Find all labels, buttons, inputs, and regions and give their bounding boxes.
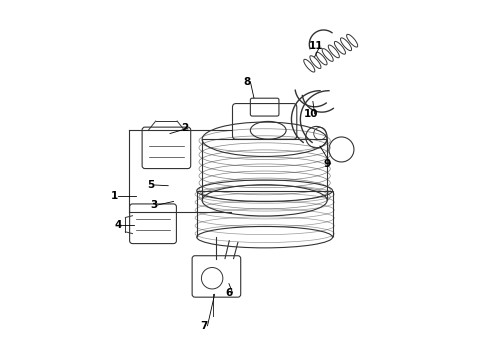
Text: 8: 8 [243, 77, 250, 87]
Text: 4: 4 [115, 220, 122, 230]
Text: 7: 7 [200, 321, 208, 331]
Text: 10: 10 [304, 109, 318, 119]
Text: 11: 11 [309, 41, 324, 51]
Text: 2: 2 [181, 123, 188, 133]
Text: 9: 9 [323, 159, 331, 169]
Text: 6: 6 [225, 288, 233, 297]
Text: 5: 5 [147, 180, 155, 190]
Text: 1: 1 [111, 191, 118, 201]
Text: 3: 3 [150, 200, 157, 210]
